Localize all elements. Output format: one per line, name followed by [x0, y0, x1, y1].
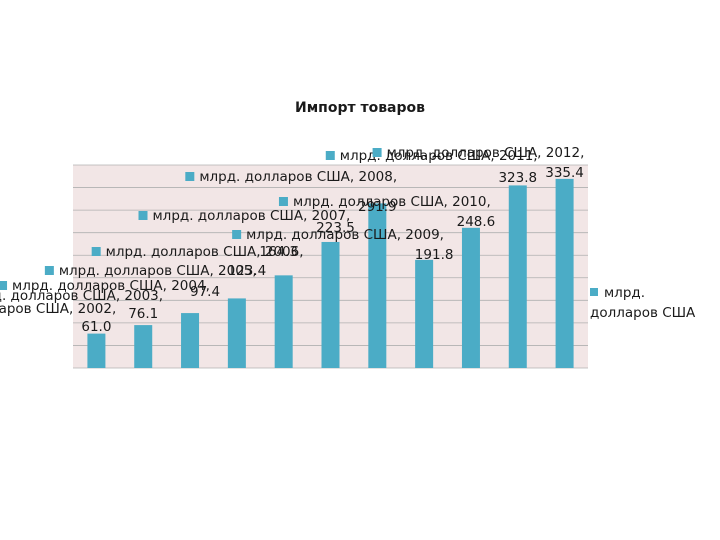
- data-label-2004: млрд. долларов США, 2004,97.4: [0, 278, 220, 300]
- legend-swatch: [590, 288, 598, 296]
- label-marker: [325, 151, 335, 160]
- label-marker: [278, 197, 288, 206]
- bar-2009: [415, 259, 434, 368]
- bar-2005: [227, 298, 246, 368]
- bar-2011: [508, 185, 527, 368]
- chart-title: Импорт товаров: [295, 100, 425, 116]
- label-value: 223.5: [316, 220, 355, 236]
- label-value: 123.4: [228, 263, 267, 279]
- label-text: млрд. долларов США, 2011,: [340, 148, 538, 164]
- label-text: млрд. долларов США, 2007,: [153, 208, 351, 224]
- data-label-2008: млрд. долларов США, 2008, 291.9: [185, 169, 397, 215]
- data-label-2002: млрд. долларов США, 2002, 61.0: [0, 301, 116, 335]
- legend-label: млрд. долларов США: [590, 285, 696, 321]
- label-text: млрд. долларов США, 2005,: [59, 263, 257, 279]
- data-label-2007: млрд. долларов США, 2007,223.5: [138, 208, 355, 236]
- label-value: 76.1: [128, 306, 158, 322]
- label-text: млрд. долларов США, 2004,: [12, 278, 210, 294]
- data-label-2009: млрд. долларов США, 2009, 191.8: [232, 227, 453, 263]
- label-value: 97.4: [190, 284, 220, 300]
- data-label-2003: млрд. долларов США, 2003, 76.1: [0, 288, 163, 322]
- bar-2008: [368, 203, 387, 368]
- label-value: 164.3: [259, 244, 298, 260]
- label-text: млрд. долларов США, 2003,: [0, 288, 163, 304]
- label-value: 323.8: [498, 170, 537, 186]
- bar-2007: [321, 241, 340, 368]
- label-marker: [232, 230, 242, 239]
- bar-2004: [181, 313, 200, 368]
- legend: млрд. долларов США: [590, 283, 715, 323]
- label-value: 191.8: [415, 247, 454, 263]
- data-label-2005: млрд. долларов США, 2005,123.4: [44, 263, 267, 279]
- bars: [87, 178, 574, 368]
- label-marker: [138, 211, 148, 220]
- bar-2010: [461, 227, 480, 368]
- bar-2003: [134, 325, 153, 368]
- label-value: 335.4: [545, 165, 584, 181]
- label-marker: [372, 148, 382, 157]
- label-marker: [44, 266, 54, 275]
- data-label-2010: млрд. долларов США, 2010, 248.6: [278, 194, 496, 230]
- label-marker: [0, 281, 8, 290]
- data-labels: млрд. долларов США, 2002,61.0млрд. долла…: [0, 145, 584, 335]
- label-text: млрд. долларов США, 2010,: [293, 194, 491, 210]
- data-label-2011: млрд. долларов США, 2011, 323.8: [325, 148, 538, 186]
- label-text: млрд. долларов США, 2002,: [0, 301, 116, 317]
- label-text: млрд. долларов США, 2006,: [106, 244, 304, 260]
- label-text: млрд. долларов США, 2012,: [387, 145, 585, 161]
- bar-2002: [87, 333, 106, 368]
- data-label-2012: млрд. долларов США, 2012, 335.4: [372, 145, 585, 181]
- data-label-2006: млрд. долларов США, 2006,164.3: [91, 244, 304, 260]
- label-value: 61.0: [81, 319, 111, 335]
- label-text: млрд. долларов США, 2008,: [199, 169, 397, 185]
- bar-2012: [555, 178, 574, 368]
- label-marker: [185, 172, 195, 181]
- label-value: 291.9: [358, 199, 397, 215]
- label-marker: [91, 247, 101, 256]
- label-text: млрд. долларов США, 2009,: [246, 227, 444, 243]
- bar-2006: [274, 275, 293, 368]
- label-value: 248.6: [457, 214, 496, 230]
